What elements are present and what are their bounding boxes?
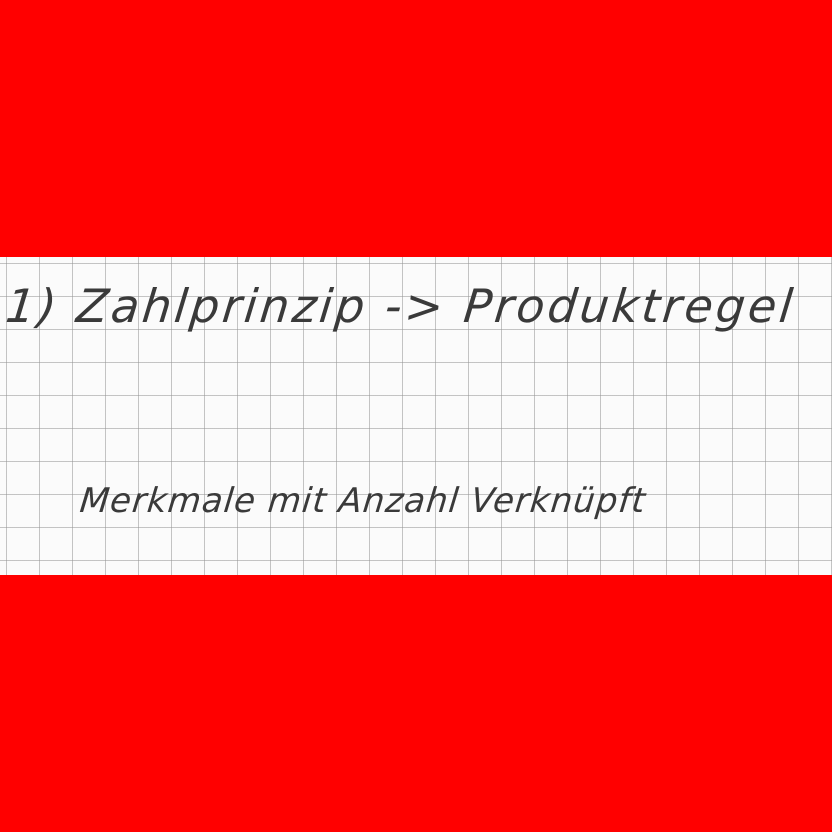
heading-line: 1) Zahlprinzip -> Produktregel bbox=[3, 279, 799, 333]
subtext-line: Merkmale mit Anzahl Verknüpft bbox=[77, 481, 648, 521]
grid-paper: 1) Zahlprinzip -> Produktregel Merkmale … bbox=[0, 257, 832, 575]
